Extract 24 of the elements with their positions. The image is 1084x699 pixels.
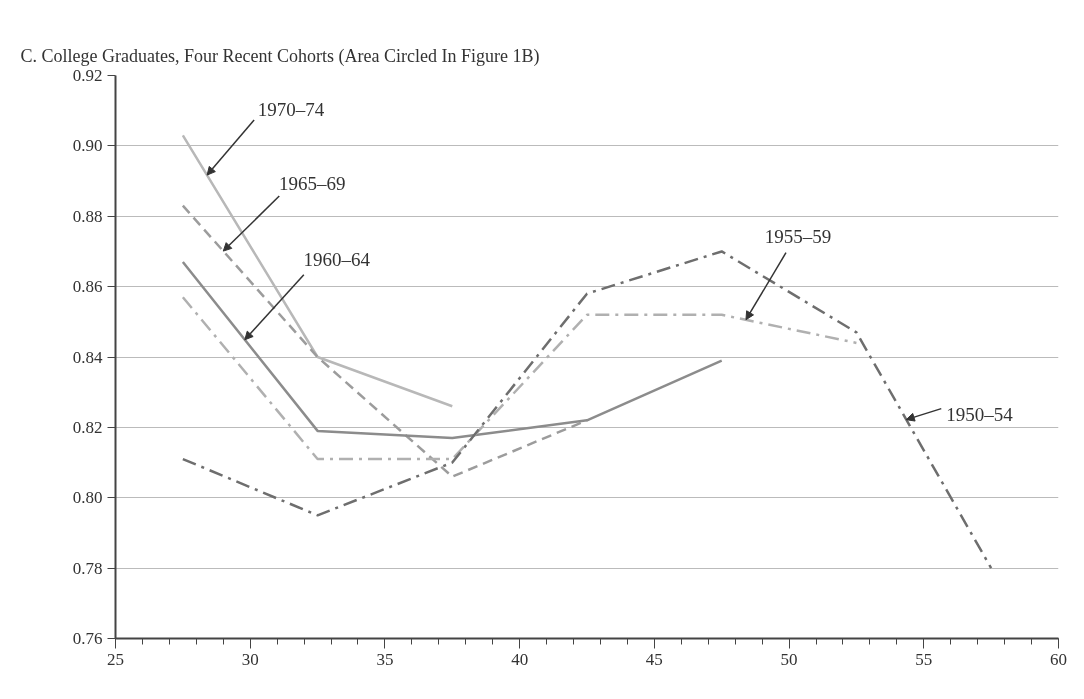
annotation: 1965–69 (279, 172, 346, 194)
x-tick-label: 30 (241, 649, 259, 669)
y-tick-label: 0.88 (72, 206, 103, 226)
x-tick-label: 55 (915, 649, 933, 669)
line-series (181, 295, 858, 461)
y-tick-label: 0.86 (72, 277, 103, 297)
x-tick-label: 40 (511, 649, 529, 669)
x-tick-label: 25 (107, 649, 124, 669)
x-tick-label: 60 (1050, 649, 1067, 669)
annotation: 1960–64 (303, 249, 371, 271)
y-tick-label: 0.92 (72, 66, 103, 85)
x-tick-label: 45 (645, 649, 663, 669)
annotation: 1955–59 (764, 226, 832, 248)
x-tick-label: 35 (376, 649, 394, 669)
y-tick-label: 0.90 (72, 136, 103, 156)
y-tick-label: 0.84 (72, 347, 103, 367)
y-tick-label: 0.76 (72, 629, 103, 648)
annotation: 1950–54 (946, 404, 1014, 426)
annotation: 1970–74 (257, 98, 325, 120)
y-tick-label: 0.82 (72, 417, 103, 437)
y-tick-label: 0.78 (72, 558, 103, 578)
chart-title: C. College Graduates, Four Recent Cohorts (Area Circled In Figure 1B) (20, 45, 540, 67)
x-tick-label: 50 (780, 649, 798, 669)
y-tick-label: 0.80 (72, 488, 103, 508)
